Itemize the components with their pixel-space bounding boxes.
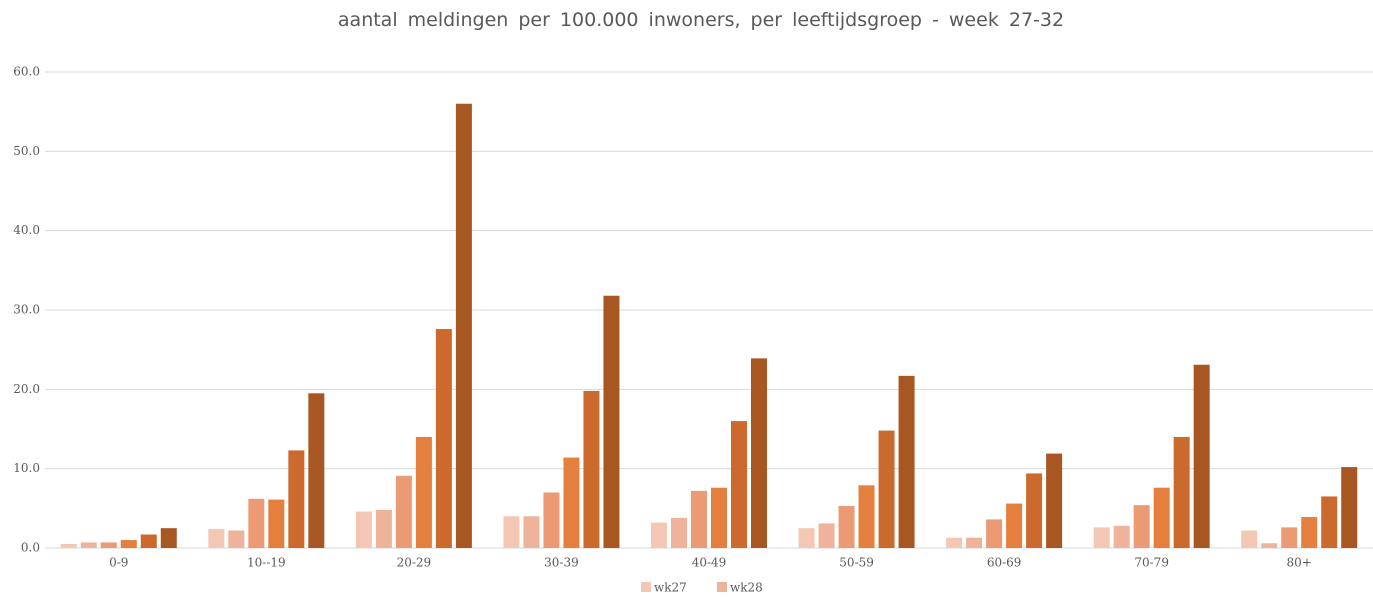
bar — [751, 358, 767, 548]
legend-label: wk28 — [730, 581, 763, 595]
bar — [60, 544, 77, 548]
bar — [1026, 473, 1043, 548]
bar — [80, 542, 97, 548]
bar — [248, 498, 265, 548]
chart-title: aantal meldingen per 100.000 inwoners, p… — [337, 9, 1065, 31]
bar — [355, 511, 372, 548]
bar — [563, 457, 580, 548]
y-tick-label: 40.0 — [13, 223, 40, 237]
bar — [1281, 527, 1298, 548]
bar — [140, 534, 157, 548]
bar — [1261, 543, 1278, 548]
bar — [691, 490, 707, 548]
bar — [818, 523, 835, 548]
x-tick-label: 20-29 — [397, 556, 432, 570]
bar — [455, 103, 472, 548]
bar — [898, 375, 915, 548]
bar — [731, 421, 747, 548]
bar — [798, 528, 815, 548]
bar — [858, 485, 875, 548]
bar — [228, 530, 245, 548]
bar — [671, 517, 687, 548]
y-tick-label: 20.0 — [13, 382, 40, 396]
x-tick-label: 70-79 — [1134, 556, 1169, 570]
legend-label: wk27 — [654, 581, 687, 595]
bar — [1193, 364, 1210, 548]
x-tick-label: 30-39 — [544, 556, 579, 570]
bar — [1133, 505, 1150, 548]
bar — [651, 522, 667, 548]
y-tick-label: 10.0 — [13, 461, 40, 475]
bar — [435, 329, 452, 548]
bar — [1301, 517, 1318, 548]
y-tick-label: 0.0 — [21, 541, 40, 555]
bar — [160, 528, 177, 548]
x-tick-label: 50-59 — [839, 556, 874, 570]
y-tick-label: 30.0 — [13, 303, 40, 317]
bar — [1173, 436, 1190, 548]
y-tick-label: 50.0 — [13, 144, 40, 158]
bar — [878, 430, 895, 548]
bar — [543, 492, 560, 548]
bar — [523, 516, 540, 548]
bar — [1321, 496, 1338, 548]
bar — [308, 393, 325, 548]
bar — [100, 542, 117, 548]
x-tick-label: 0-9 — [109, 556, 128, 570]
bar — [1241, 530, 1258, 548]
bar — [986, 519, 1003, 548]
x-tick-label: 40-49 — [692, 556, 727, 570]
bar — [1341, 467, 1358, 548]
bar — [966, 537, 983, 548]
bar — [415, 436, 432, 548]
legend-swatch — [641, 582, 651, 592]
bar — [1113, 525, 1130, 548]
x-tick-label: 10--19 — [247, 556, 286, 570]
bar — [375, 509, 392, 548]
bar — [288, 450, 305, 548]
bar — [711, 487, 727, 548]
bar — [1153, 487, 1170, 548]
bar — [583, 390, 600, 548]
bar — [1093, 527, 1110, 548]
bar — [1006, 503, 1023, 548]
bar — [946, 537, 963, 548]
y-tick-label: 60.0 — [13, 65, 40, 79]
bar — [503, 516, 520, 548]
bar — [395, 475, 412, 548]
bar — [838, 505, 855, 548]
x-tick-label: 60-69 — [987, 556, 1022, 570]
bar — [208, 528, 225, 548]
x-tick-label: 80+ — [1287, 556, 1312, 570]
legend-swatch — [717, 582, 727, 592]
bar — [268, 499, 285, 548]
bar — [603, 295, 620, 548]
bar — [1046, 453, 1063, 548]
bar — [120, 540, 137, 548]
